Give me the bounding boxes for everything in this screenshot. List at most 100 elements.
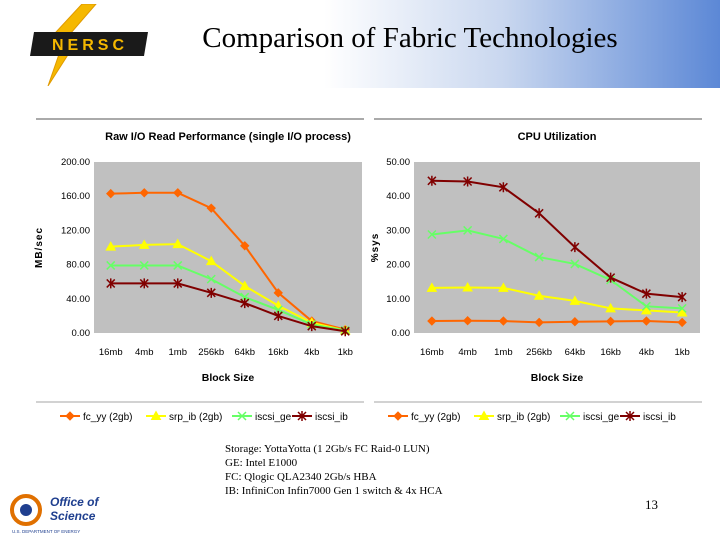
data-point — [139, 260, 149, 270]
legend-item-srp_ib: srp_ib (2gb) — [146, 410, 222, 423]
legend-label: fc_yy (2gb) — [83, 412, 132, 423]
x-tick-label: 16mb — [420, 347, 444, 358]
legend-item-iscsi_ib: iscsi_ib — [292, 411, 348, 423]
y-tick-label: 160.00 — [61, 191, 90, 202]
data-point — [173, 260, 183, 270]
data-point — [427, 316, 437, 326]
caption: Storage: YottaYotta (1 2Gb/s FC Raid-0 L… — [225, 442, 443, 498]
x-tick-label: 64kb — [234, 347, 255, 358]
x-tick-label: 1mb — [169, 347, 187, 358]
y-tick-label: 20.00 — [386, 260, 410, 271]
y-tick-label: 200.00 — [61, 157, 90, 168]
data-point — [677, 303, 687, 313]
series-line — [431, 286, 683, 314]
office-logo-line3: U.S. DEPARTMENT OF ENERGY — [12, 529, 80, 534]
data-point — [533, 290, 545, 300]
legend-item-fc_yy: fc_yy (2gb) — [60, 411, 132, 423]
office-swirl-icon — [10, 494, 42, 526]
data-point — [173, 278, 183, 289]
legend-marker — [478, 410, 490, 420]
legend-marker — [150, 410, 162, 420]
x-axis-label: Block Size — [531, 372, 584, 384]
series-iscsi_ib — [427, 175, 687, 303]
data-point — [105, 241, 117, 251]
legend-label: iscsi_ib — [315, 412, 348, 423]
data-point — [138, 239, 150, 249]
page-number: 13 — [645, 497, 658, 512]
data-point — [677, 292, 687, 303]
series-line — [431, 179, 683, 299]
data-point — [641, 304, 652, 315]
cpu-utilization-chart: CPU Utilization 0.00 10.00 20.00 30.00 40.00 5… — [368, 118, 708, 434]
data-point — [426, 282, 438, 292]
legend-marker — [393, 411, 403, 421]
series-line — [431, 319, 683, 324]
data-point — [106, 188, 116, 199]
x-tick-label: 1kb — [338, 347, 353, 358]
legend-label: srp_ib (2gb) — [497, 412, 550, 423]
series-srp_ib — [426, 281, 688, 317]
x-tick-label: 16kb — [268, 347, 289, 358]
page-title: Comparison of Fabric Technologies — [202, 22, 618, 54]
legend-label: iscsi_ge — [583, 412, 620, 423]
legend-item-iscsi_ib: iscsi_ib — [620, 411, 676, 423]
legend-marker — [65, 411, 75, 421]
chart-title: CPU Utilization — [518, 131, 597, 143]
data-point — [570, 317, 580, 327]
x-tick-label: 64kb — [565, 347, 586, 358]
caption-line-ge: GE: Intel E1000 — [225, 457, 298, 469]
y-tick-label: 40.00 — [386, 191, 410, 202]
data-point — [534, 252, 544, 262]
legend-item-srp_ib: srp_ib (2gb) — [474, 410, 550, 423]
data-point — [427, 175, 437, 186]
data-point — [569, 295, 581, 305]
x-tick-label: 256kb — [198, 347, 224, 358]
series-iscsi_ge — [427, 225, 687, 313]
data-point — [570, 259, 580, 269]
series-line — [431, 229, 683, 310]
x-tick-label: 4kb — [304, 347, 319, 358]
data-point — [498, 282, 509, 292]
legend-label: fc_yy (2gb) — [411, 412, 460, 423]
x-tick-label: 4kb — [639, 347, 654, 358]
series-line — [110, 282, 346, 333]
x-tick-label: 4mb — [458, 347, 476, 358]
y-tick-label: 10.00 — [386, 294, 410, 305]
y-tick-label: 0.00 — [72, 328, 91, 339]
data-point — [206, 274, 216, 284]
data-point — [307, 321, 317, 332]
legend-item-iscsi_ge: iscsi_ge — [232, 411, 292, 423]
caption-line-fc: FC: Qlogic QLA2340 2Gb/s HBA — [225, 471, 377, 483]
data-point — [205, 255, 217, 266]
x-tick-label: 1mb — [494, 347, 512, 358]
data-point — [534, 208, 544, 219]
data-point — [498, 316, 509, 326]
y-tick-label: 50.00 — [386, 157, 410, 168]
nersc-logo: NERSC — [30, 4, 148, 86]
legend-marker — [625, 411, 635, 421]
series-line — [110, 191, 346, 331]
data-point — [570, 242, 580, 253]
legend-item-iscsi_ge: iscsi_ge — [560, 411, 620, 423]
legend-label: iscsi_ib — [643, 412, 676, 423]
data-point — [462, 315, 473, 326]
legend-marker — [237, 411, 247, 421]
data-point — [641, 316, 652, 326]
chart-title: Raw I/O Read Performance (single I/O pro… — [105, 131, 351, 143]
data-point — [240, 241, 250, 251]
data-point — [427, 229, 437, 240]
y-tick-label: 120.00 — [61, 225, 90, 236]
data-point — [273, 310, 283, 321]
data-point — [106, 260, 116, 270]
data-point — [172, 238, 184, 249]
office-of-science-logo: Office of Science U.S. DEPARTMENT OF ENE… — [10, 494, 99, 534]
legend-item-fc_yy: fc_yy (2gb) — [388, 411, 460, 423]
series-line — [110, 264, 346, 332]
x-tick-label: 4mb — [135, 347, 153, 358]
data-point — [273, 288, 283, 298]
data-point — [106, 278, 116, 289]
legend-label: srp_ib (2gb) — [169, 412, 222, 423]
x-tick-label: 1kb — [674, 347, 689, 358]
legend-marker — [565, 411, 575, 421]
x-tick-label: 256kb — [526, 347, 552, 358]
